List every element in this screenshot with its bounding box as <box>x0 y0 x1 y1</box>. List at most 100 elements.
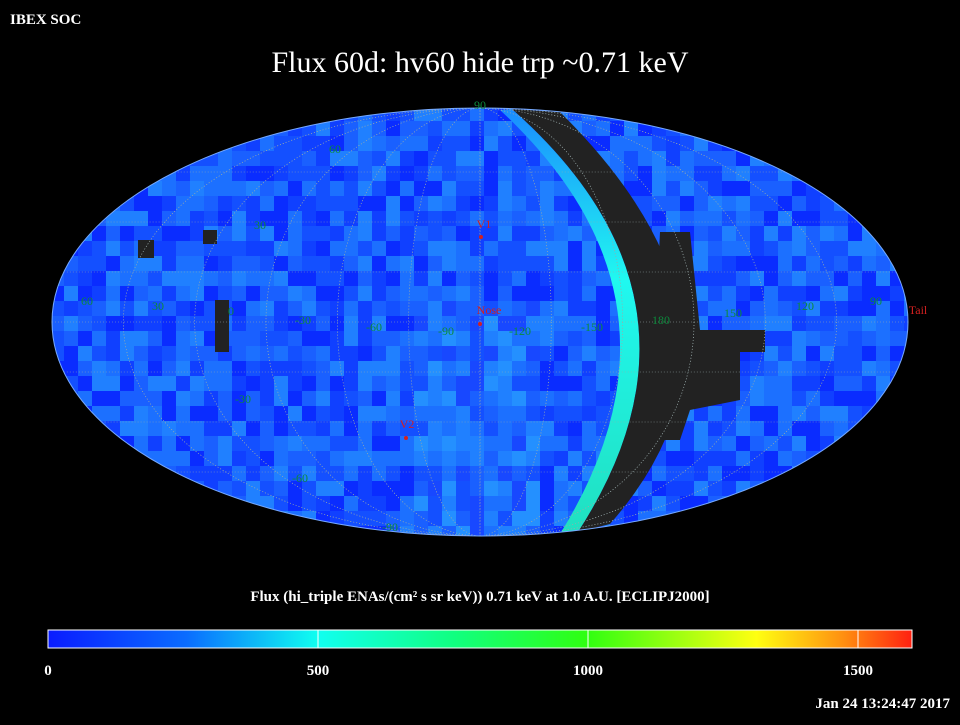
map-tile <box>498 166 512 181</box>
map-tile <box>792 256 806 271</box>
map-tile <box>134 526 148 541</box>
map-tile <box>498 211 512 226</box>
map-tile <box>232 241 246 256</box>
map-tile <box>428 376 442 391</box>
map-tile <box>470 136 484 151</box>
map-tile <box>176 511 190 526</box>
map-tile <box>316 211 330 226</box>
map-tile <box>568 256 582 271</box>
map-tile <box>428 511 442 526</box>
map-tile <box>330 346 344 361</box>
map-tile <box>344 421 358 436</box>
map-tile <box>834 286 848 301</box>
map-tile <box>498 481 512 496</box>
map-tile <box>428 181 442 196</box>
map-tile <box>288 406 302 421</box>
map-tile <box>78 271 92 286</box>
map-tile <box>540 271 554 286</box>
map-tile <box>92 361 106 376</box>
map-tile <box>890 121 904 136</box>
map-tile <box>736 511 750 526</box>
map-tile <box>820 406 834 421</box>
map-tile <box>680 451 694 466</box>
map-tile <box>554 316 568 331</box>
map-tile <box>820 136 834 151</box>
map-tile <box>484 121 498 136</box>
map-tile <box>540 301 554 316</box>
map-tile <box>442 496 456 511</box>
map-tile <box>246 181 260 196</box>
map-tile <box>372 301 386 316</box>
map-tile <box>484 526 498 541</box>
map-tile <box>750 241 764 256</box>
map-tile <box>316 406 330 421</box>
map-tile <box>470 241 484 256</box>
map-tile <box>848 121 862 136</box>
grid-label: -30 <box>295 313 311 327</box>
map-tile <box>120 361 134 376</box>
map-tile <box>876 361 890 376</box>
map-tile <box>666 451 680 466</box>
map-tile <box>386 316 400 331</box>
map-tile <box>92 406 106 421</box>
map-tile <box>834 346 848 361</box>
map-tile <box>92 196 106 211</box>
map-tile <box>904 181 918 196</box>
map-tile <box>302 121 316 136</box>
map-tile <box>750 406 764 421</box>
map-tile <box>288 286 302 301</box>
map-tile <box>582 241 596 256</box>
map-tile <box>316 166 330 181</box>
map-tile <box>484 331 498 346</box>
map-tile <box>666 196 680 211</box>
map-tile <box>568 391 582 406</box>
map-tile <box>750 181 764 196</box>
map-tile <box>50 181 64 196</box>
map-tile <box>526 286 540 301</box>
map-tile <box>554 451 568 466</box>
map-tile <box>92 121 106 136</box>
map-tile <box>512 181 526 196</box>
map-tile <box>526 301 540 316</box>
map-tile <box>302 196 316 211</box>
map-tile <box>78 436 92 451</box>
map-tile <box>820 166 834 181</box>
map-tile <box>764 121 778 136</box>
map-tile <box>274 181 288 196</box>
map-tile <box>848 406 862 421</box>
map-tile <box>50 256 64 271</box>
map-tile <box>778 136 792 151</box>
map-tile <box>890 466 904 481</box>
map-tile <box>806 481 820 496</box>
map-tile <box>64 181 78 196</box>
map-tile <box>820 511 834 526</box>
map-tile <box>764 511 778 526</box>
map-tile <box>890 391 904 406</box>
map-tile <box>190 226 204 241</box>
map-tile <box>78 361 92 376</box>
map-tile <box>582 271 596 286</box>
map-tile <box>414 196 428 211</box>
map-tile <box>512 226 526 241</box>
map-tile <box>526 226 540 241</box>
map-tile <box>498 346 512 361</box>
map-tile <box>330 196 344 211</box>
map-tile <box>246 346 260 361</box>
map-tile <box>372 481 386 496</box>
map-tile <box>736 256 750 271</box>
map-tile <box>876 271 890 286</box>
map-tile <box>176 436 190 451</box>
map-tile <box>736 451 750 466</box>
map-tile <box>92 136 106 151</box>
map-tile <box>92 346 106 361</box>
map-tile <box>806 226 820 241</box>
map-tile <box>862 136 876 151</box>
map-tile <box>526 451 540 466</box>
map-tile <box>876 166 890 181</box>
map-tile <box>806 496 820 511</box>
map-tile <box>106 226 120 241</box>
map-tile <box>820 361 834 376</box>
map-tile <box>372 496 386 511</box>
map-tile <box>582 361 596 376</box>
map-tile <box>694 166 708 181</box>
